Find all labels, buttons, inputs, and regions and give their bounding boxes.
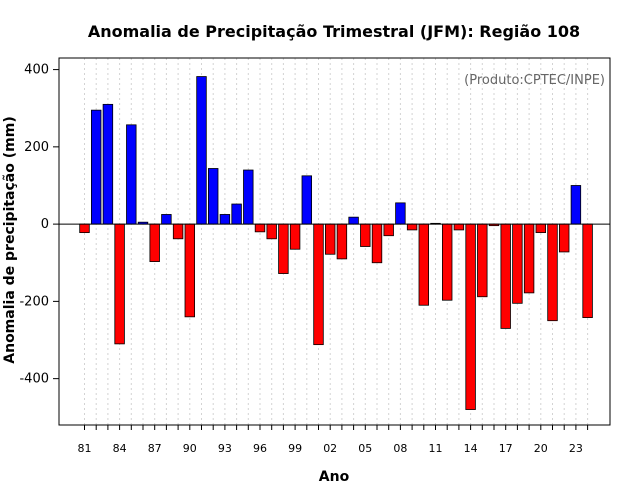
y-axis-label: Anomalia de precipitação (mm) (2, 116, 18, 363)
bar-1989 (172, 223, 184, 240)
bar-2003 (336, 223, 348, 260)
bar-2009 (406, 223, 418, 231)
bar-2002 (324, 223, 336, 255)
bar-1987 (149, 223, 160, 262)
bar-2012 (441, 223, 453, 301)
bar-1997 (266, 223, 277, 240)
bar-1981 (79, 223, 90, 234)
bar-2020 (535, 223, 547, 234)
x-tick-label: 08 (393, 442, 407, 455)
bars (79, 76, 593, 410)
bar-1993 (219, 214, 231, 225)
y-tick-label: 400 (24, 63, 49, 78)
bar-2006 (371, 223, 383, 264)
x-tick-label: 05 (358, 442, 372, 455)
chart-title: Anomalia de Precipitação Trimestral (JFM… (88, 22, 580, 41)
x-tick-label: 23 (569, 442, 583, 455)
x-tick-label: 99 (288, 442, 302, 455)
bar-1996 (254, 223, 266, 233)
x-tick-label: 96 (253, 442, 267, 455)
bar-2023 (570, 185, 582, 225)
bar-2018 (512, 223, 523, 304)
bar-2010 (418, 223, 430, 306)
bar-2017 (500, 223, 511, 329)
bar-2005 (360, 223, 371, 247)
bar-1988 (161, 214, 172, 225)
y-tick-label: -200 (19, 294, 49, 309)
x-axis: 81 84 87 90 93 96 99 02 05 08 11 14 17 20 23 (78, 425, 589, 455)
bar-2022 (559, 223, 570, 253)
bar-1998 (278, 223, 289, 274)
bar-2015 (477, 223, 488, 298)
y-axis: 400 200 0 -200 -400 (19, 63, 59, 387)
x-tick-label: 93 (218, 442, 232, 455)
plot-frame (58, 57, 611, 426)
bar-1982 (91, 109, 102, 225)
bar-1999 (289, 223, 301, 250)
x-tick-label: 81 (78, 442, 92, 455)
bar-1985 (126, 124, 137, 225)
x-tick-label: 14 (464, 442, 478, 455)
x-tick-label: 87 (148, 442, 162, 455)
bar-1991 (196, 76, 207, 225)
credit-label: (Produto:CPTEC/INPE) (464, 73, 605, 88)
grid (84, 58, 589, 425)
x-axis-label: Ano (319, 469, 350, 485)
bar-2008 (395, 202, 406, 225)
bar-2014 (465, 223, 476, 410)
bar-1983 (102, 103, 114, 225)
bar-2013 (453, 223, 465, 231)
y-tick-label: 200 (24, 140, 49, 155)
y-tick-label: 0 (41, 217, 49, 232)
bar-2007 (383, 223, 394, 237)
bar-2001 (313, 223, 324, 346)
x-tick-label: 02 (323, 442, 337, 455)
bar-2024 (582, 223, 593, 319)
bar-1992 (207, 168, 219, 225)
bar-2021 (547, 223, 558, 322)
bar-2000 (301, 175, 313, 225)
bar-2004 (348, 216, 359, 225)
y-tick-label: -400 (19, 372, 49, 387)
x-tick-label: 17 (499, 442, 513, 455)
x-tick-label: 11 (429, 442, 443, 455)
x-tick-label: 84 (113, 442, 127, 455)
bar-1994 (231, 203, 242, 225)
x-tick-label: 20 (534, 442, 548, 455)
bar-2019 (523, 223, 535, 294)
x-tick-label: 90 (183, 442, 197, 455)
bar-1990 (184, 223, 196, 318)
bar-1984 (114, 223, 125, 345)
bar-1995 (243, 169, 254, 225)
